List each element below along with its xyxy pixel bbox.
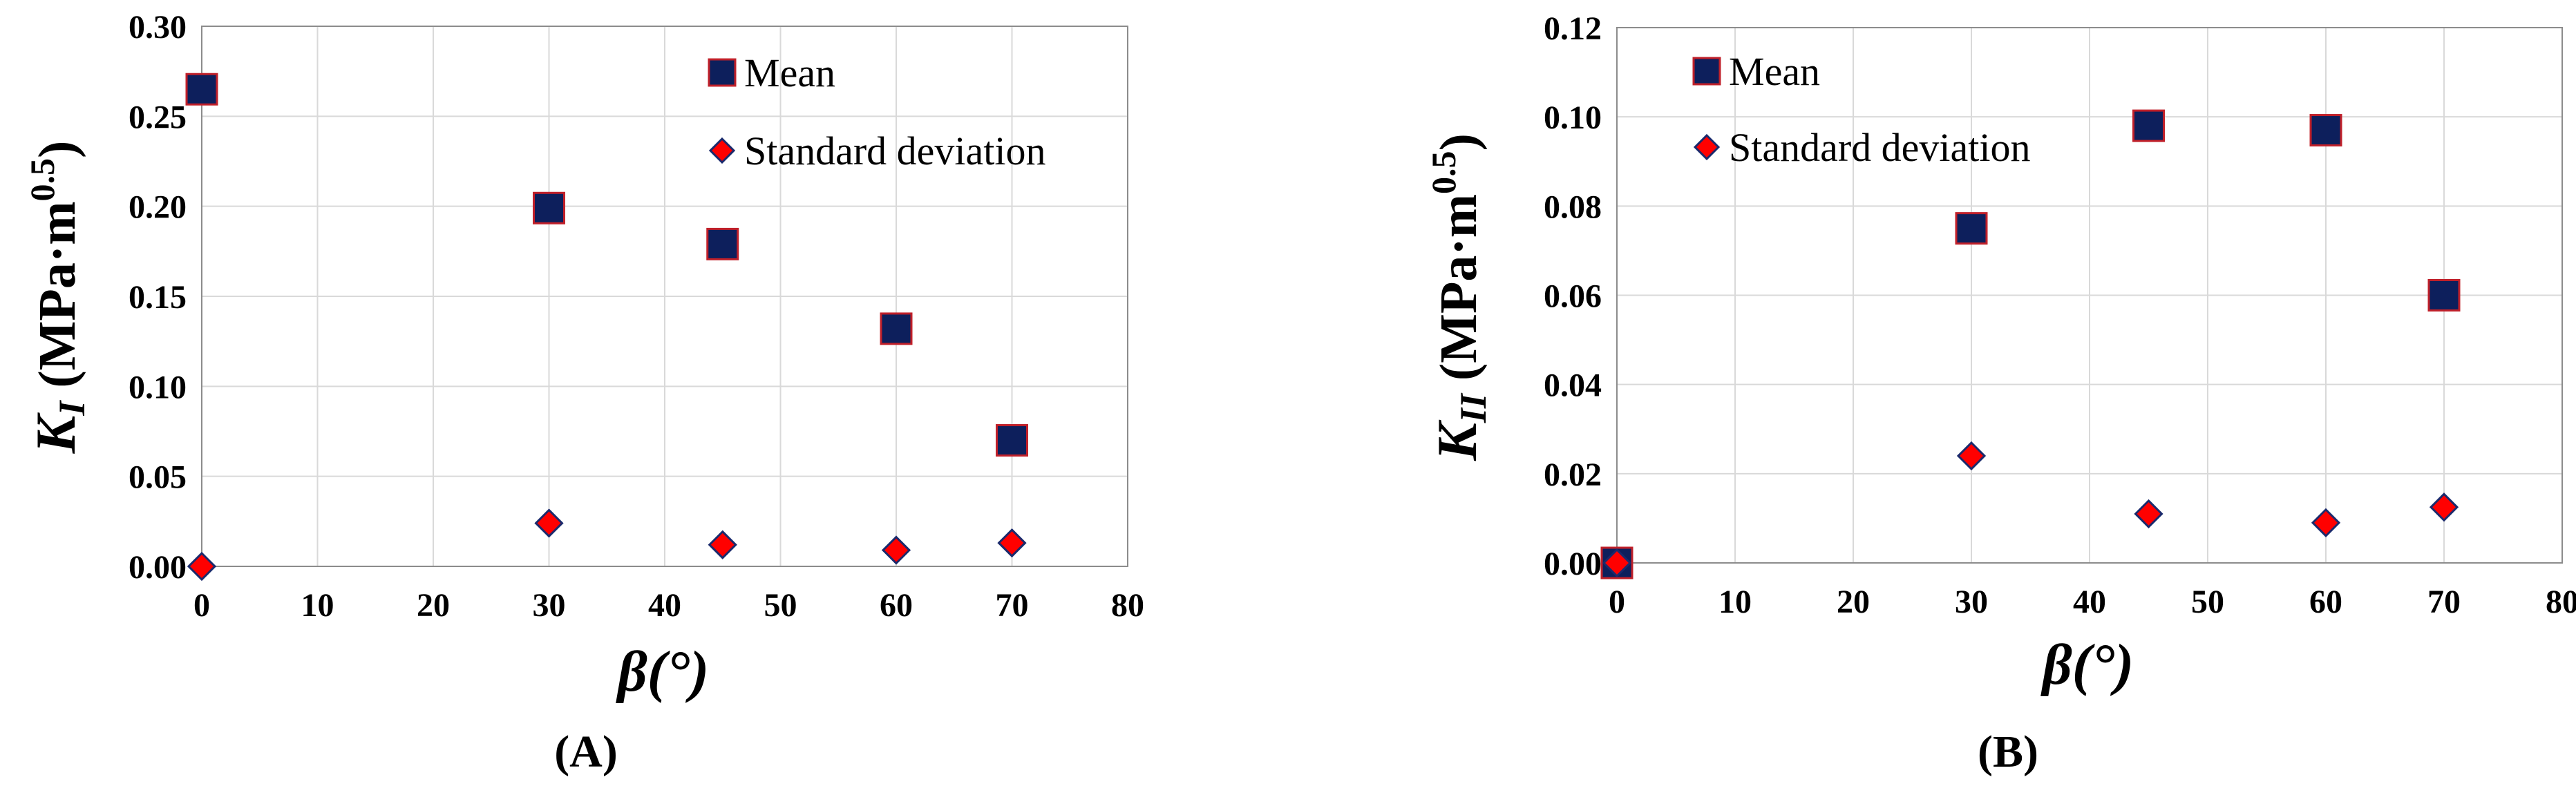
legend-sd-marker [708,137,736,164]
mean-point [2132,109,2165,142]
y-tick-label: 0.05 [129,459,187,496]
x-tick-label: 10 [1718,584,1752,620]
legend-label: Standard deviation [1729,125,2031,170]
mean-point [185,73,218,106]
y-tick-label: 0.20 [129,189,187,226]
sd-point [997,528,1027,558]
y-tick-label: 0.25 [129,99,187,135]
y-tick-label: 0.10 [129,369,187,405]
legend-mean-marker [1692,57,1721,86]
sd-point [708,530,737,559]
mean-point [533,191,565,224]
x-axis-title: β(°) [2040,633,2134,697]
x-tick-label: 80 [1111,587,1144,624]
legend-label: Mean [1729,49,1820,94]
sd-point [2134,499,2163,529]
legend-label: Standard deviation [744,128,1046,173]
x-tick-label: 20 [417,587,450,624]
sd-point [1956,441,1987,471]
y-tick-label: 0.02 [1544,457,1602,493]
legend-mean-marker [708,58,737,87]
mean-point [2309,114,2342,147]
y-tick-label: 0.04 [1544,367,1602,404]
x-tick-label: 30 [533,587,566,624]
y-tick-label: 0.06 [1544,278,1602,315]
y-tick-label: 0.08 [1544,189,1602,225]
x-tick-label: 10 [301,587,334,624]
y-axis-title: KII (MPa·m0.5) [1424,133,1494,461]
x-tick-label: 40 [2073,584,2106,620]
legend-sd-marker [1693,133,1721,161]
x-axis-title: β(°) [616,640,710,704]
y-tick-label: 0.00 [129,549,187,586]
x-tick-label: 20 [1837,584,1870,620]
sd-point [534,508,564,538]
mean-point [706,227,739,260]
x-tick-label: 50 [764,587,797,624]
mean-point [2427,279,2461,311]
plot-area [1616,27,2563,564]
x-tick-label: 0 [1609,584,1625,620]
y-axis-title: KI (MPa·m0.5) [23,141,93,454]
x-tick-label: 60 [2309,584,2342,620]
y-tick-label: 0.15 [129,279,187,316]
chart-panel-a: 0 10 20 30 40 50 60 70 80 0.00 0.05 0.10 0.15 0.20 0.2… [23,9,1144,777]
sd-point [2311,508,2341,537]
sd-point [2429,492,2459,522]
x-tick-label: 50 [2191,584,2224,620]
panel-label: (B) [1978,727,2038,777]
legend-label: Mean [744,50,835,95]
mean-point [996,424,1028,457]
y-tick-label: 0.30 [129,9,187,46]
sd-point [881,535,911,565]
mean-point [880,312,913,345]
sd-point [1602,548,1632,578]
sd-point [187,551,217,582]
panel-label: (A) [554,727,618,777]
x-tick-label: 70 [2427,584,2461,620]
y-tick-label: 0.00 [1544,546,1602,582]
y-tick-label: 0.12 [1544,10,1602,47]
y-tick-label: 0.10 [1544,99,1602,136]
x-tick-label: 0 [193,587,210,624]
plot-area [201,26,1128,567]
x-tick-label: 30 [1955,584,1988,620]
mean-point [1955,212,1988,245]
chart-panel-b: 0 10 20 30 40 50 60 70 80 0.00 0.02 0.04 0.06 0.08 0.1… [1424,10,2576,777]
x-tick-label: 80 [2546,584,2576,620]
x-tick-label: 70 [996,587,1029,624]
x-tick-label: 60 [880,587,913,624]
x-tick-label: 40 [648,587,681,624]
